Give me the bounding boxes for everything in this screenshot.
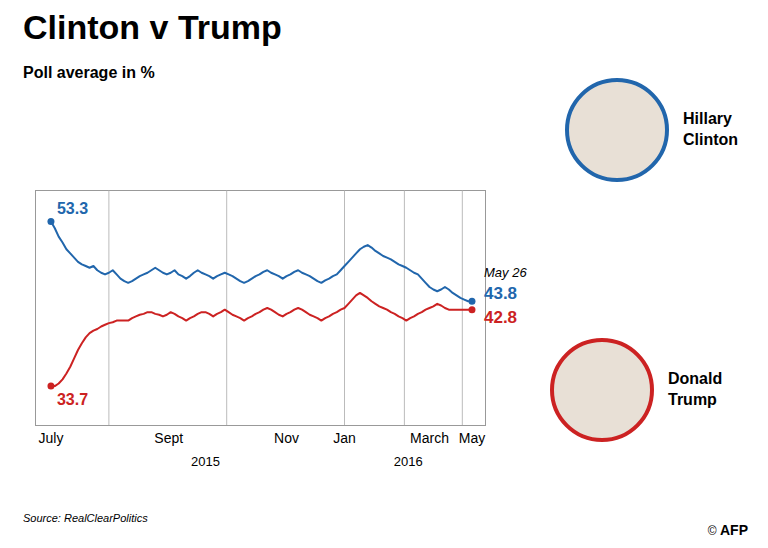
html-text:Trump: Trump bbox=[668, 391, 717, 408]
html-text:© AFP: © AFP bbox=[707, 522, 748, 538]
svg-text:Jan: Jan bbox=[333, 430, 356, 446]
svg-text:33.7: 33.7 bbox=[57, 391, 88, 408]
svg-text:2016: 2016 bbox=[394, 454, 423, 469]
svg-text:42.8: 42.8 bbox=[484, 308, 517, 327]
html-text:Clinton: Clinton bbox=[683, 131, 739, 148]
svg-text:43.8: 43.8 bbox=[484, 284, 517, 303]
html-text:Hillary: Hillary bbox=[683, 110, 732, 127]
html-text:Poll average in %: Poll average in % bbox=[23, 64, 155, 81]
html-text:Clinton v Trump: Clinton v Trump bbox=[23, 8, 282, 46]
svg-text:May 26: May 26 bbox=[484, 265, 527, 280]
svg-text:March: March bbox=[410, 430, 449, 446]
svg-text:53.3: 53.3 bbox=[57, 200, 88, 217]
svg-text:May: May bbox=[459, 430, 485, 446]
svg-text:Nov: Nov bbox=[274, 430, 299, 446]
svg-text:2015: 2015 bbox=[191, 454, 220, 469]
html-text:Donald: Donald bbox=[668, 370, 723, 387]
html-text:Source: RealClearPolitics: Source: RealClearPolitics bbox=[23, 512, 148, 524]
svg-text:July: July bbox=[38, 430, 63, 446]
svg-text:Sept: Sept bbox=[154, 430, 183, 446]
